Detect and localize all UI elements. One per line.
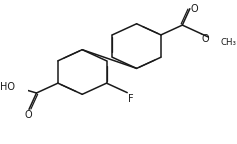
- Text: CH₃: CH₃: [221, 38, 237, 47]
- Text: O: O: [202, 34, 209, 44]
- Text: F: F: [128, 94, 133, 104]
- Text: O: O: [25, 110, 32, 120]
- Text: HO: HO: [0, 82, 15, 92]
- Text: O: O: [191, 4, 198, 14]
